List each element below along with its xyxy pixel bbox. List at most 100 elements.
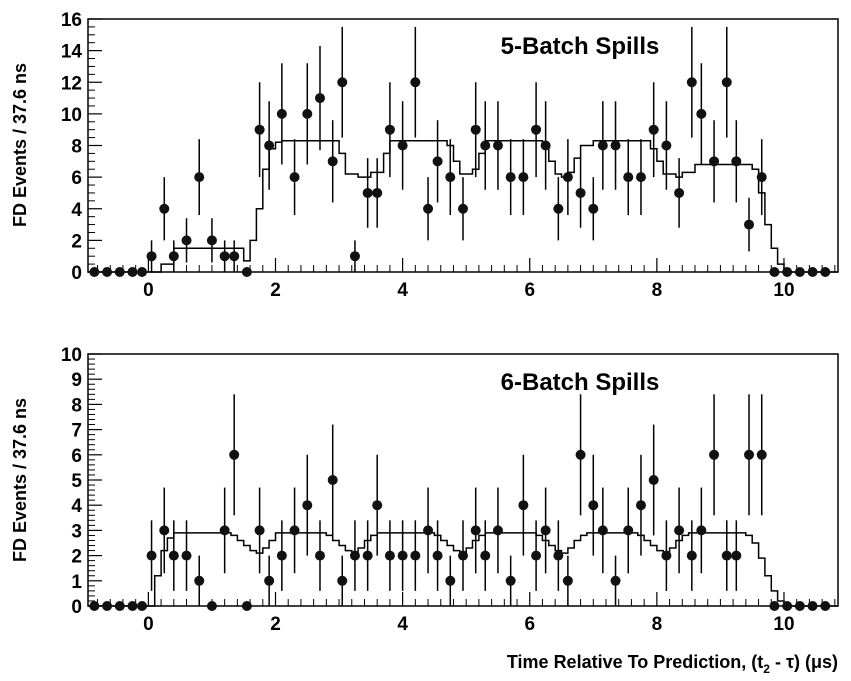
data-point xyxy=(794,267,805,277)
data-point xyxy=(362,187,373,198)
data-point xyxy=(102,601,113,611)
x-tick-label: 4 xyxy=(397,280,408,301)
data-point xyxy=(276,550,287,561)
data-point xyxy=(492,140,503,151)
data-point xyxy=(384,124,395,135)
data-point xyxy=(254,525,265,536)
data-point xyxy=(769,601,780,611)
data-point xyxy=(610,575,621,586)
data-point xyxy=(114,267,125,277)
y-tick-label: 10 xyxy=(61,105,82,126)
data-point xyxy=(505,575,516,586)
data-point xyxy=(696,525,707,536)
data-point xyxy=(458,203,468,214)
data-point xyxy=(289,525,300,536)
data-point xyxy=(327,475,338,485)
data-point xyxy=(229,449,240,460)
y-tick-label: 0 xyxy=(71,263,82,284)
y-tick-label: 4 xyxy=(71,496,82,517)
data-point xyxy=(635,500,646,511)
y-tick-label: 2 xyxy=(71,231,82,252)
data-point xyxy=(264,575,275,586)
y-axis-label: FD Events / 37.6 ns xyxy=(10,398,30,562)
data-point xyxy=(423,203,434,214)
y-tick-label: 6 xyxy=(71,446,82,467)
data-point xyxy=(423,525,434,536)
data-point xyxy=(159,203,170,214)
y-tick-label: 14 xyxy=(61,42,83,63)
data-point xyxy=(384,550,395,561)
data-point xyxy=(721,550,732,561)
data-point xyxy=(372,187,383,198)
data-point xyxy=(623,172,634,183)
data-point xyxy=(756,449,767,460)
data-point xyxy=(337,77,348,88)
data-point xyxy=(114,601,125,611)
data-point xyxy=(159,525,170,536)
data-point xyxy=(518,172,529,183)
data-point xyxy=(540,140,551,151)
data-point xyxy=(480,140,491,151)
y-tick-label: 2 xyxy=(71,547,82,568)
data-point xyxy=(314,93,325,104)
data-point xyxy=(362,550,373,561)
data-point xyxy=(588,203,599,214)
data-point xyxy=(206,601,217,611)
data-point xyxy=(254,124,265,135)
x-tick-label: 2 xyxy=(270,280,281,301)
data-point xyxy=(470,525,481,536)
data-point xyxy=(820,601,831,611)
y-tick-label: 1 xyxy=(71,572,82,593)
data-point xyxy=(575,449,586,460)
y-axis-label: FD Events / 37.6 ns xyxy=(10,63,30,227)
data-point xyxy=(674,187,685,198)
data-point xyxy=(89,267,100,277)
data-point xyxy=(206,235,217,246)
data-point xyxy=(674,525,685,536)
data-point xyxy=(505,172,516,183)
data-point xyxy=(349,251,360,262)
bottom-panel-6-batch: 0 1 2 3 4 5 6 7 8 9 10 0 2 4 6 8 10 6-Batch Spills FD Even… xyxy=(10,345,839,635)
y-tick-label: 6 xyxy=(71,168,82,189)
data-point xyxy=(470,124,481,135)
data-point xyxy=(610,140,621,151)
x-axis-label-tail: - τ) (μs) xyxy=(770,652,838,672)
data-point xyxy=(445,172,456,183)
data-point xyxy=(553,203,564,214)
data-point xyxy=(168,251,179,262)
data-point xyxy=(458,550,468,561)
panel-title: 6-Batch Spills xyxy=(501,369,660,396)
data-point xyxy=(807,267,818,277)
data-point xyxy=(540,525,551,536)
data-point xyxy=(241,267,252,277)
data-point xyxy=(531,124,542,135)
data-point xyxy=(686,550,697,561)
data-point xyxy=(194,575,205,586)
x-tick-label: 4 xyxy=(397,614,408,635)
x-tick-label: 6 xyxy=(524,614,535,635)
data-point xyxy=(756,172,767,183)
data-point xyxy=(731,550,742,561)
y-tick-label: 4 xyxy=(71,200,82,221)
x-axis-label-subscript: 2 xyxy=(763,662,770,676)
data-point xyxy=(445,575,456,586)
data-point xyxy=(721,77,732,88)
data-point xyxy=(648,124,659,135)
x-tick-label: 10 xyxy=(773,280,794,301)
data-point xyxy=(731,156,742,167)
data-point xyxy=(146,251,157,262)
data-point xyxy=(89,601,100,611)
x-tick-label: 8 xyxy=(652,280,663,301)
data-point xyxy=(597,140,608,151)
data-point xyxy=(562,172,573,183)
data-point xyxy=(518,500,529,511)
data-point xyxy=(137,267,148,277)
data-point xyxy=(696,108,707,119)
top-panel-5-batch: 0 2 4 6 8 10 12 14 16 0 2 4 6 8 10 5-Batch Spills FD Eve… xyxy=(10,10,839,301)
model-histogram-line xyxy=(88,532,838,607)
y-tick-label: 0 xyxy=(71,597,82,618)
data-point xyxy=(276,108,287,119)
data-point xyxy=(146,550,157,561)
data-point xyxy=(782,267,793,277)
data-point xyxy=(709,156,720,167)
